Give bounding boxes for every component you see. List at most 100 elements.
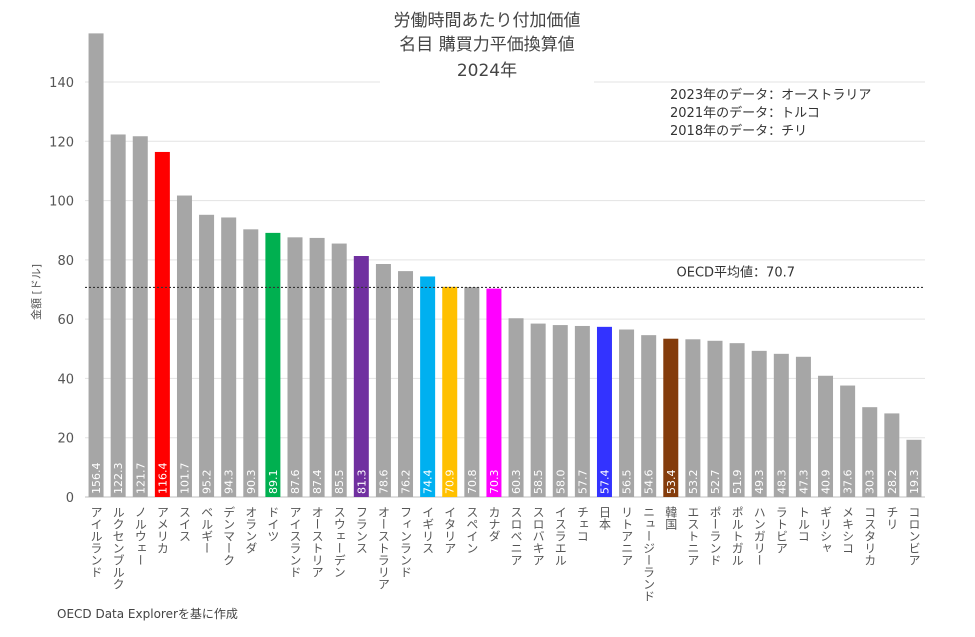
- oecd-average-label: OECD平均値：70.7: [677, 264, 795, 280]
- y-tick-label: 120: [49, 135, 74, 150]
- category-label: ルクセンブルク: [111, 506, 125, 590]
- bar-value-label: 47.3: [797, 470, 810, 495]
- bar: [663, 338, 679, 497]
- bar-value-label: 30.3: [864, 470, 877, 495]
- y-tick-label: 140: [49, 76, 74, 91]
- note-line-2: 2021年のデータ：トルコ: [670, 105, 820, 121]
- bar: [353, 256, 369, 497]
- bar-value-label: 54.6: [643, 470, 656, 495]
- bar: [110, 134, 126, 498]
- bar-value-label: 87.6: [289, 470, 302, 495]
- bar: [530, 323, 546, 497]
- bar-value-label: 53.4: [665, 470, 678, 495]
- note-line-1: 2023年のデータ：オーストラリア: [670, 87, 871, 103]
- category-label: コスタリカ: [863, 506, 877, 566]
- bar-value-label: 70.3: [488, 470, 501, 495]
- bar: [375, 264, 391, 497]
- category-label: オランダ: [244, 506, 258, 554]
- bar-value-label: 121.7: [134, 463, 147, 495]
- category-label: カナダ: [487, 506, 501, 542]
- bar: [619, 329, 635, 497]
- bar: [309, 237, 325, 497]
- note-line-3: 2018年のデータ：チリ: [670, 123, 807, 139]
- bar-value-label: 37.6: [842, 470, 855, 495]
- bar: [420, 276, 436, 497]
- category-label: コロンビア: [907, 506, 921, 566]
- bar: [154, 151, 170, 497]
- bar: [199, 214, 215, 498]
- category-label: デンマーク: [222, 506, 236, 566]
- category-label: ノルウェー: [133, 506, 147, 566]
- category-label: アイスランド: [288, 506, 302, 578]
- source-note: OECD Data Explorerを基に作成: [57, 607, 238, 621]
- bar: [906, 439, 922, 497]
- bar: [552, 325, 568, 497]
- y-tick-label: 100: [49, 195, 74, 210]
- bar-value-label: 74.4: [422, 470, 435, 495]
- category-label: スロベニア: [509, 506, 523, 566]
- bar-value-label: 49.3: [753, 470, 766, 495]
- bar: [707, 340, 723, 497]
- bar: [884, 413, 900, 497]
- bar-value-label: 95.2: [201, 470, 214, 495]
- bar-value-label: 87.4: [311, 470, 324, 495]
- bar-value-label: 90.3: [245, 470, 258, 495]
- bar-value-label: 70.9: [444, 470, 457, 495]
- bar-value-label: 89.1: [267, 470, 280, 495]
- bar-value-label: 81.3: [355, 470, 368, 495]
- category-label: チリ: [885, 506, 899, 530]
- y-tick-label: 0: [66, 491, 74, 506]
- y-tick-label: 80: [57, 254, 74, 269]
- bar-value-label: 51.9: [731, 470, 744, 495]
- category-label: オーストリア: [310, 506, 324, 578]
- bar: [486, 288, 502, 497]
- category-label: ポルトガル: [730, 506, 744, 566]
- bar: [840, 385, 856, 497]
- bar: [508, 318, 524, 497]
- bar-value-label: 70.8: [466, 470, 479, 495]
- y-tick-label: 40: [57, 372, 74, 387]
- category-label: スウェーデン: [332, 506, 346, 578]
- bar-value-label: 19.3: [908, 470, 921, 495]
- bar-value-label: 28.2: [886, 470, 899, 495]
- category-label: アメリカ: [155, 506, 169, 554]
- category-label: フランス: [354, 506, 368, 554]
- bar: [331, 243, 347, 497]
- bar: [464, 287, 480, 497]
- category-label: イタリア: [443, 506, 457, 554]
- bar-value-label: 156.4: [90, 463, 103, 495]
- bar: [795, 356, 811, 497]
- y-tick-label: 60: [57, 313, 74, 328]
- bar-value-label: 57.4: [598, 470, 611, 495]
- y-tick-label: 20: [57, 432, 74, 447]
- category-label: ポーランド: [708, 506, 722, 566]
- category-label: スイス: [177, 506, 191, 542]
- bar: [132, 136, 148, 497]
- bar: [641, 335, 657, 497]
- bar-value-label: 40.9: [820, 470, 833, 495]
- bar: [287, 237, 303, 498]
- category-label: 日本: [597, 506, 611, 531]
- chart-title-line-2: 名目 購買力平価換算値: [399, 35, 574, 55]
- bar-value-label: 94.3: [223, 470, 236, 495]
- bar-value-label: 58.5: [532, 470, 545, 495]
- bar-value-label: 58.0: [554, 470, 567, 495]
- category-label: ハンガリー: [752, 506, 766, 566]
- y-axis-label: 金額 [ドル]: [29, 264, 43, 320]
- bars: [88, 33, 922, 498]
- category-label: ベルギー: [200, 506, 214, 554]
- bar-value-label: 48.3: [775, 470, 788, 495]
- bar: [818, 375, 834, 497]
- bar: [596, 326, 612, 497]
- category-label: フィンランド: [399, 506, 413, 578]
- bar: [442, 286, 458, 497]
- category-label: スロバキア: [531, 506, 545, 566]
- bar: [773, 353, 789, 497]
- category-label: トルコ: [796, 506, 810, 542]
- chart-title-line-3: 2024年: [457, 61, 517, 81]
- chart-title-line-1: 労働時間あたり付加価値: [394, 11, 581, 31]
- category-label: スペイン: [465, 506, 479, 554]
- category-label: イギリス: [421, 506, 435, 554]
- category-label: リトアニア: [620, 506, 634, 566]
